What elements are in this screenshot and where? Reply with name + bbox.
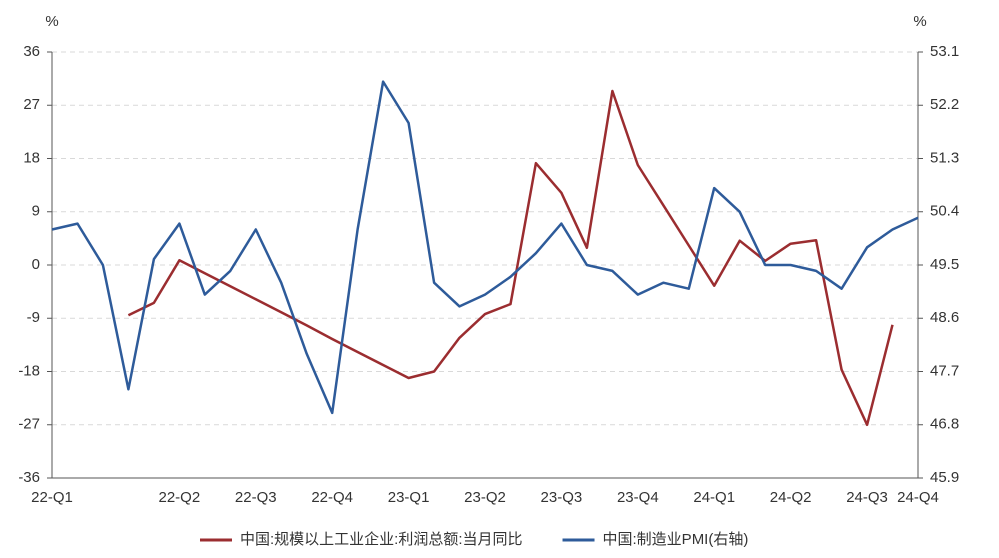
y-tick-label: -36	[18, 469, 40, 486]
y-tick-label: -9	[27, 309, 40, 326]
y-tick-label: 27	[23, 96, 40, 113]
y2-tick-label: 53.1	[930, 43, 959, 60]
x-tick-label: 23-Q2	[464, 489, 506, 506]
y2-unit: %	[913, 13, 926, 30]
series-line	[51, 80, 919, 415]
x-tick-label: 24-Q4	[897, 489, 939, 506]
x-tick-label: 24-Q3	[846, 489, 888, 506]
y2-tick-label: 48.6	[930, 309, 959, 326]
y2-tick-label: 45.9	[930, 469, 959, 486]
x-tick-label: 24-Q2	[770, 489, 812, 506]
series-line	[127, 89, 894, 427]
legend-label: 中国:规模以上工业企业:利润总额:当月同比	[240, 530, 523, 548]
x-tick-label: 22-Q4	[311, 489, 353, 506]
y2-tick-label: 49.5	[930, 256, 959, 273]
x-tick-label: 23-Q4	[617, 489, 659, 506]
y-unit: %	[45, 13, 58, 30]
y-tick-label: -18	[18, 362, 40, 379]
y-tick-label: 18	[23, 149, 40, 166]
y2-tick-label: 52.2	[930, 96, 959, 113]
legend-label: 中国:制造业PMI(右轴)	[603, 531, 749, 548]
x-tick-label: 23-Q1	[388, 489, 430, 506]
y2-tick-label: 51.3	[930, 149, 959, 166]
x-tick-label: 22-Q2	[159, 489, 201, 506]
x-tick-label: 23-Q3	[541, 489, 583, 506]
y-tick-label: 0	[32, 256, 40, 273]
y2-tick-label: 47.7	[930, 362, 959, 379]
x-tick-label: 22-Q1	[31, 489, 73, 506]
y2-tick-label: 46.8	[930, 416, 959, 433]
y-tick-label: 36	[23, 43, 40, 60]
y-tick-label: 9	[32, 203, 40, 220]
y2-tick-label: 50.4	[930, 203, 959, 220]
x-tick-label: 22-Q3	[235, 489, 277, 506]
x-tick-label: 24-Q1	[693, 489, 735, 506]
y-tick-label: -27	[18, 416, 40, 433]
